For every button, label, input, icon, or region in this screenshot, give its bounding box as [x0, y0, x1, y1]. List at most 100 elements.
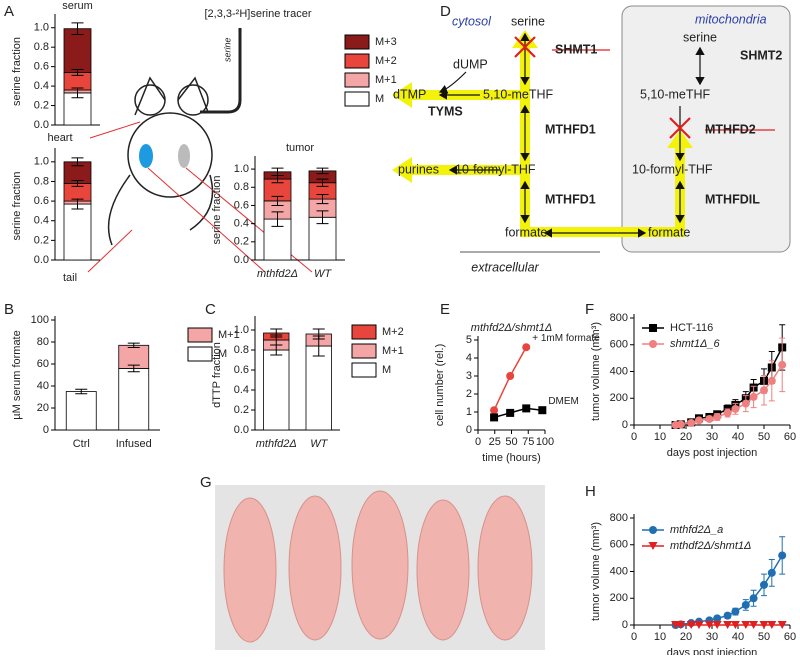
x-tick-label: Infused — [116, 438, 152, 450]
data-point — [731, 404, 740, 413]
enzyme: MTHFD2 — [705, 122, 756, 136]
series-line — [493, 407, 543, 419]
data-point — [522, 343, 531, 352]
x-axis-label: days post injection — [667, 447, 758, 459]
mouse-photo — [215, 485, 545, 650]
data-point — [713, 412, 722, 421]
data-point — [778, 360, 787, 369]
legend-label: M+2 — [382, 326, 404, 338]
chart-title: tumor — [286, 142, 314, 154]
legend-label: M — [218, 348, 227, 360]
data-point — [778, 551, 787, 560]
bar-segment — [65, 391, 97, 431]
data-point — [490, 406, 499, 415]
y-tick-label: 200 — [610, 592, 628, 604]
legend-label: mthfd2Δ_a — [670, 524, 723, 536]
x-tick-label: 0 — [631, 631, 637, 643]
y-tick-label: 0.6 — [234, 199, 249, 211]
error-bar — [75, 388, 88, 395]
data-point — [695, 416, 703, 425]
y-tick-label: 2 — [466, 388, 472, 400]
error-bar — [71, 157, 84, 167]
y-axis-label: dTTP fraction — [211, 342, 223, 408]
x-tick-label: 10 — [654, 431, 666, 443]
legend-swatch — [187, 346, 213, 362]
y-axis-label: µM serum formate — [11, 330, 23, 419]
y-tick-label: 0.4 — [34, 215, 49, 227]
panel-label: D — [440, 3, 451, 20]
x-tick-label: 75 — [522, 436, 534, 448]
y-tick-label: 0.0 — [34, 119, 49, 131]
data-point — [741, 621, 751, 629]
x-axis-label: time (hours) — [482, 452, 541, 464]
metabolite: 5,10-meTHF — [483, 87, 554, 101]
y-tick-label: 200 — [610, 392, 628, 404]
legend-label: M — [375, 93, 384, 105]
data-point — [687, 418, 696, 427]
error-bar — [312, 328, 325, 340]
y-tick-label: 0.6 — [34, 195, 49, 207]
legend-label: M+2 — [375, 55, 397, 67]
y-tick-label: 0.6 — [34, 61, 49, 73]
error-bar — [271, 211, 284, 227]
enzyme: SHMT1 — [555, 42, 597, 56]
panel-label: F — [585, 301, 594, 318]
y-tick-label: 1.0 — [34, 22, 49, 34]
metabolite: serine — [511, 14, 545, 28]
x-tick-label: 30 — [706, 631, 718, 643]
x-tick-label: Ctrl — [73, 438, 90, 450]
y-tick-label: 0.8 — [234, 181, 249, 193]
data-point — [490, 413, 499, 422]
compartment-label: cytosol — [452, 14, 492, 28]
y-tick-label: 0.4 — [234, 384, 249, 396]
data-point — [712, 621, 722, 629]
legend-swatch — [351, 343, 377, 359]
y-tick-label: 0.4 — [234, 218, 249, 230]
panel-label: E — [440, 301, 450, 318]
y-tick-label: 3 — [466, 370, 472, 382]
error-bar — [71, 69, 84, 76]
y-tick-label: 1.0 — [234, 163, 249, 175]
legend-label: HCT-116 — [670, 322, 713, 334]
data-point — [767, 621, 777, 629]
x-tick-label: 50 — [758, 431, 770, 443]
y-tick-label: 0.2 — [234, 236, 249, 248]
error-bar — [71, 22, 84, 36]
bar-segment — [308, 216, 337, 261]
error-bar — [316, 167, 329, 175]
legend-swatch — [351, 324, 377, 340]
x-tick-label: 100 — [536, 436, 554, 448]
bar-segment — [263, 349, 290, 431]
data-point — [741, 399, 750, 408]
pathway-diagram — [392, 5, 791, 253]
tube-label: serine — [222, 37, 232, 62]
data-point — [777, 621, 787, 629]
series-label: + 1mM formate — [532, 333, 600, 344]
tail-label: tail — [63, 272, 77, 284]
legend-label: M — [382, 364, 391, 376]
bar-segment — [305, 345, 332, 431]
y-axis-label: cell number (rel.) — [434, 344, 446, 427]
y-tick-label: 0.6 — [234, 364, 249, 376]
y-tick-label: 0 — [466, 424, 472, 436]
y-axis-label: serine fraction — [11, 37, 23, 106]
x-tick-label: 20 — [680, 431, 692, 443]
data-point — [506, 372, 515, 380]
chart-title: serum — [62, 0, 93, 12]
enzyme: TYMS — [428, 104, 463, 118]
y-axis-label: serine fraction — [211, 175, 223, 244]
error-bar — [271, 167, 284, 176]
data-point — [760, 580, 768, 589]
data-point — [741, 600, 750, 609]
y-tick-label: 0.8 — [34, 41, 49, 53]
data-point — [676, 621, 686, 629]
data-point — [723, 611, 732, 620]
y-tick-label: 40 — [37, 380, 49, 392]
y-tick-label: 0.2 — [34, 234, 49, 246]
enzyme: MTHFD1 — [545, 192, 596, 206]
y-tick-label: 0.8 — [234, 344, 249, 356]
x-tick-label: 0 — [631, 431, 637, 443]
data-point — [522, 404, 531, 413]
x-tick-label: 40 — [732, 431, 744, 443]
